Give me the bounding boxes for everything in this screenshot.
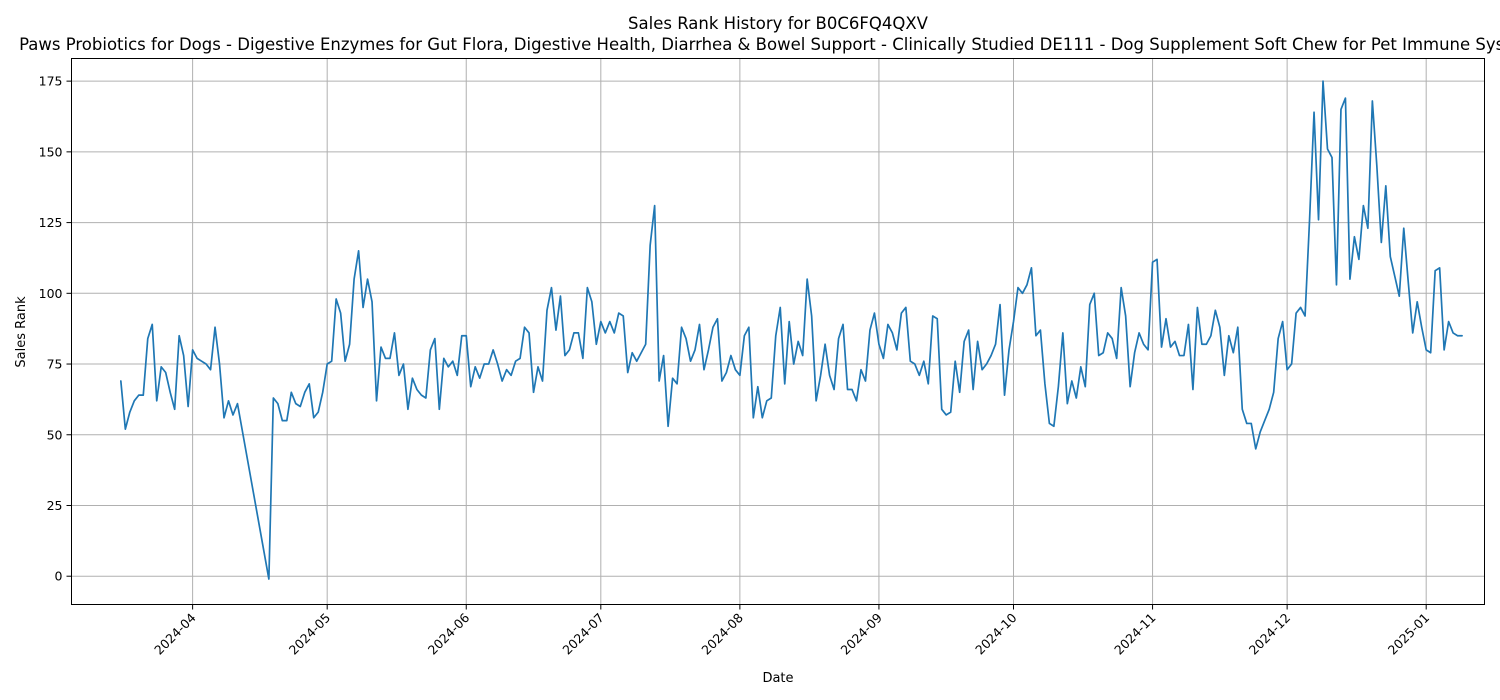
y-tick-label: 175	[39, 74, 63, 89]
x-tick-label: 2024-11	[1111, 610, 1159, 658]
grid-lines	[71, 58, 1485, 605]
x-tick-label: 2024-06	[425, 610, 473, 658]
y-tick-label: 0	[55, 569, 63, 584]
y-tick-label: 75	[47, 357, 63, 372]
x-tick-label: 2024-07	[559, 610, 607, 658]
x-tick-label: 2024-05	[286, 610, 334, 658]
x-tick-label: 2024-04	[151, 610, 199, 658]
y-tick-label: 125	[39, 215, 63, 230]
x-tick-label: 2024-09	[838, 610, 886, 658]
plot-area	[71, 58, 1485, 605]
y-tick-label: 100	[39, 286, 63, 301]
y-axis-title: Sales Rank	[14, 296, 29, 368]
sales-rank-line	[119, 80, 1463, 580]
y-tick-label: 25	[47, 498, 63, 513]
x-axis-title: Date	[762, 671, 793, 686]
x-tick-label: 2025-01	[1385, 610, 1433, 658]
y-tick-label: 150	[39, 144, 63, 159]
x-tick-label: 2024-12	[1246, 610, 1294, 658]
chart-subtitle: Paws Probiotics for Dogs - Digestive Enz…	[19, 35, 1500, 54]
x-tick-label: 2024-08	[698, 610, 746, 658]
x-tick-label: 2024-10	[972, 610, 1020, 658]
series-layer	[119, 80, 1463, 580]
y-tick-label: 50	[47, 427, 63, 442]
chart-title: Sales Rank History for B0C6FQ4QXV	[628, 14, 929, 33]
